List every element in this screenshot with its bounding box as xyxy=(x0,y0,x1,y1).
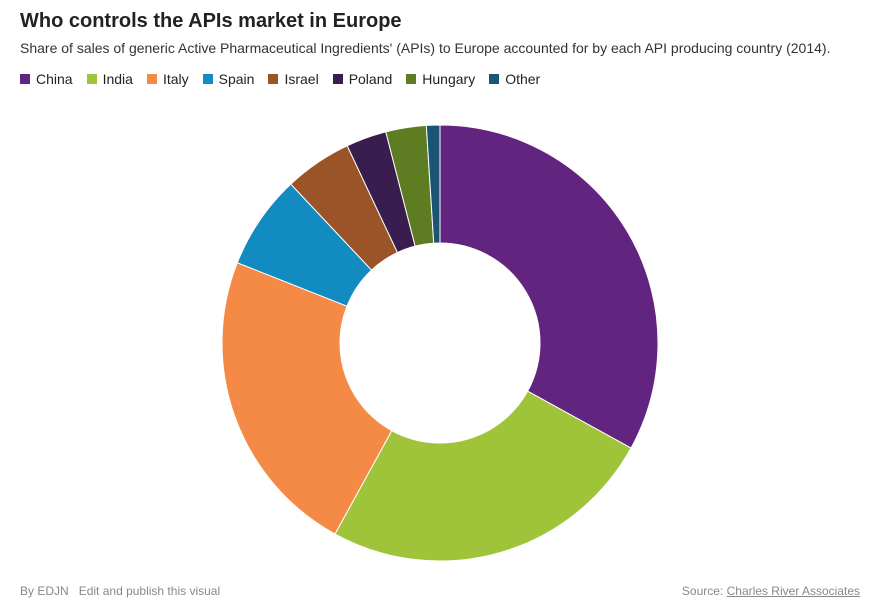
legend-label: Poland xyxy=(348,71,393,87)
edit-link[interactable]: Edit and publish this visual xyxy=(78,584,221,598)
legend-item: Other xyxy=(489,71,540,87)
legend-label: Other xyxy=(505,71,541,87)
legend-item: Italy xyxy=(146,71,189,87)
legend-label: Italy xyxy=(162,71,189,87)
legend-swatch xyxy=(20,74,30,84)
donut-slice xyxy=(221,262,393,535)
legend-label: India xyxy=(102,71,133,87)
legend-swatch xyxy=(202,74,213,84)
legend-item: Israel xyxy=(268,71,319,87)
legend-item: Hungary xyxy=(406,71,475,87)
legend-label: Hungary xyxy=(422,71,476,87)
legend-label: China xyxy=(36,71,73,87)
chart-subtitle: Share of sales of generic Active Pharmac… xyxy=(20,40,831,56)
donut-slice xyxy=(334,390,632,562)
legend-item: Spain xyxy=(202,71,255,87)
footer-left: By EDJN Edit and publish this visual xyxy=(20,584,220,598)
legend-label: Israel xyxy=(284,71,319,87)
chart xyxy=(221,124,659,562)
legend-swatch xyxy=(406,74,417,84)
legend-swatch xyxy=(146,74,157,84)
donut-slice xyxy=(425,124,441,244)
source-link[interactable]: Charles River Associates xyxy=(726,584,860,598)
legend-swatch xyxy=(86,74,97,84)
legend-item: China xyxy=(20,71,73,87)
legend-swatch xyxy=(332,74,343,84)
legend-swatch xyxy=(489,74,500,84)
legend-item: India xyxy=(86,71,133,87)
chart-title: Who controls the APIs market in Europe xyxy=(20,10,402,32)
source-label: Source: xyxy=(681,584,724,598)
footer: By EDJN Edit and publish this visual Sou… xyxy=(20,584,860,598)
legend-item: Poland xyxy=(332,71,393,87)
legend: China India Italy Spain Israel Poland Hungary O… xyxy=(20,71,540,87)
footer-right: Source: Charles River Associates xyxy=(682,584,860,598)
byline: By EDJN xyxy=(20,584,69,598)
legend-swatch xyxy=(268,74,279,84)
donut-slice xyxy=(439,124,659,449)
legend-label: Spain xyxy=(218,71,255,87)
